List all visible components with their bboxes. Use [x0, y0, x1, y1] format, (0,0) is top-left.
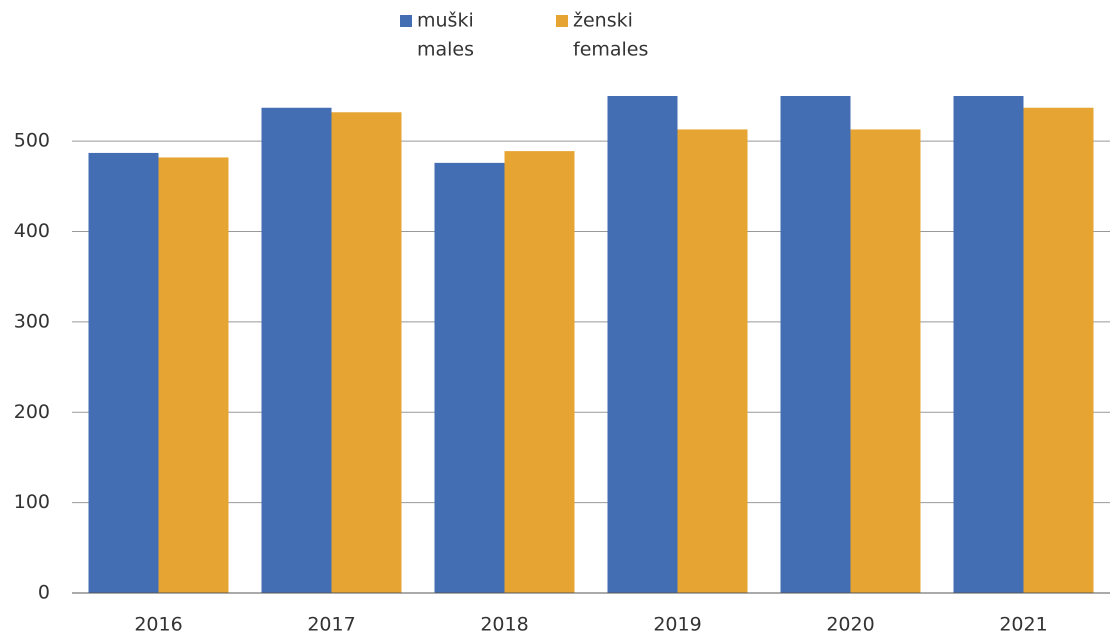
legend-label: females: [573, 39, 648, 61]
bar: [850, 129, 921, 593]
y-tick-label: 100: [14, 491, 50, 513]
legend-label: males: [417, 39, 474, 61]
x-tick-label: 2018: [480, 614, 528, 636]
bar: [261, 107, 332, 593]
bar: [88, 152, 159, 594]
bar: [953, 96, 1024, 593]
y-tick-label: 0: [38, 582, 50, 604]
legend-label: muški: [417, 10, 474, 32]
x-tick-label: 2021: [999, 614, 1047, 636]
x-tick-label: 2016: [134, 614, 182, 636]
legend-swatch: [556, 15, 568, 27]
y-tick-label: 300: [14, 310, 50, 332]
x-tick-label: 2019: [653, 614, 701, 636]
bar: [331, 112, 402, 594]
legend-swatch: [400, 15, 412, 27]
y-tick-label: 200: [14, 401, 50, 423]
bar: [158, 157, 229, 593]
y-tick-label: 500: [14, 130, 50, 152]
bar: [434, 162, 505, 594]
bar: [780, 96, 851, 593]
x-tick-label: 2020: [826, 614, 874, 636]
bar: [504, 151, 575, 593]
y-tick-label: 400: [14, 220, 50, 242]
bar: [607, 96, 678, 593]
legend-label: ženski: [573, 10, 633, 32]
bar: [1023, 107, 1094, 593]
x-tick-label: 2017: [307, 614, 355, 636]
bar: [677, 129, 748, 593]
